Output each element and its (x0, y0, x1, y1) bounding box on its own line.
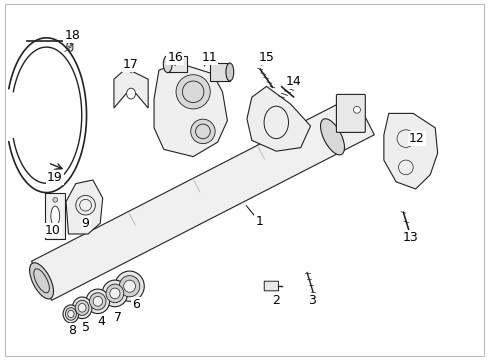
Text: 15: 15 (258, 51, 274, 64)
Ellipse shape (89, 293, 106, 310)
Ellipse shape (68, 310, 74, 318)
Polygon shape (246, 86, 310, 151)
Circle shape (53, 230, 58, 235)
Circle shape (353, 106, 360, 113)
Ellipse shape (126, 88, 135, 99)
Text: 8: 8 (68, 324, 76, 337)
Text: 5: 5 (81, 321, 89, 334)
Polygon shape (383, 113, 437, 189)
Ellipse shape (51, 206, 60, 226)
FancyBboxPatch shape (264, 281, 278, 291)
Text: 18: 18 (64, 29, 80, 42)
Text: 1: 1 (255, 215, 263, 228)
Polygon shape (66, 180, 102, 234)
Ellipse shape (110, 288, 120, 299)
Ellipse shape (72, 297, 92, 319)
Ellipse shape (123, 280, 135, 292)
Text: 6: 6 (132, 298, 140, 311)
Ellipse shape (63, 305, 79, 323)
Ellipse shape (225, 63, 233, 81)
Polygon shape (114, 68, 148, 108)
Ellipse shape (30, 263, 53, 299)
Text: 11: 11 (201, 51, 217, 64)
Ellipse shape (93, 296, 102, 306)
Polygon shape (31, 96, 374, 300)
Polygon shape (210, 63, 229, 81)
Circle shape (176, 75, 210, 109)
Ellipse shape (102, 280, 127, 307)
Text: 16: 16 (167, 51, 183, 64)
Polygon shape (167, 56, 187, 72)
Text: 2: 2 (272, 294, 280, 307)
Ellipse shape (67, 42, 73, 51)
Ellipse shape (320, 119, 344, 155)
Text: 17: 17 (123, 58, 139, 71)
FancyBboxPatch shape (336, 94, 365, 132)
Text: 19: 19 (47, 171, 62, 184)
Circle shape (190, 119, 215, 144)
Text: 9: 9 (81, 217, 89, 230)
Text: 14: 14 (285, 75, 301, 87)
Text: 12: 12 (408, 132, 424, 145)
Text: 7: 7 (114, 311, 122, 324)
Ellipse shape (65, 307, 76, 320)
Ellipse shape (119, 276, 140, 297)
Text: 4: 4 (98, 315, 105, 328)
Ellipse shape (75, 300, 89, 315)
Text: 10: 10 (45, 224, 61, 237)
Polygon shape (154, 63, 227, 157)
Text: 3: 3 (307, 294, 315, 307)
Ellipse shape (163, 55, 172, 73)
Ellipse shape (78, 303, 86, 312)
Ellipse shape (106, 284, 123, 303)
Polygon shape (45, 193, 65, 239)
Text: 13: 13 (402, 231, 418, 244)
Ellipse shape (86, 289, 109, 314)
Ellipse shape (115, 271, 144, 301)
Circle shape (53, 197, 58, 202)
